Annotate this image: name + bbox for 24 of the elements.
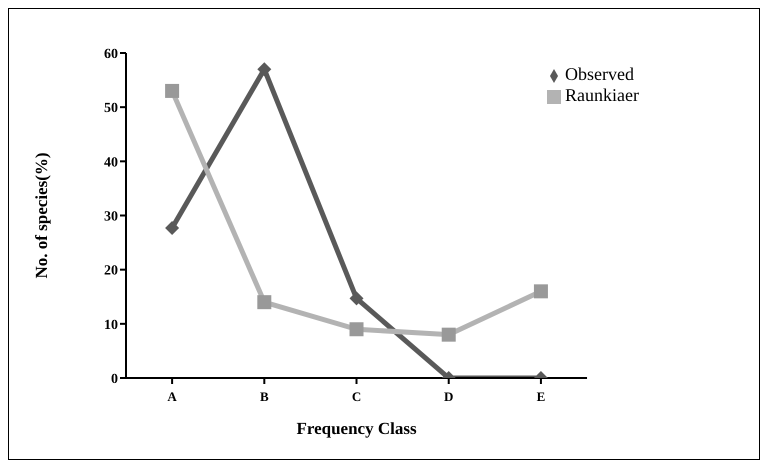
x-tick-label: A bbox=[167, 389, 178, 404]
point bbox=[350, 322, 364, 336]
y-axis-title: No. of species(%) bbox=[32, 152, 52, 279]
x-axis-title: Frequency Class bbox=[296, 419, 417, 438]
y-tick-label: 30 bbox=[104, 209, 118, 224]
point bbox=[350, 291, 364, 306]
y-tick-label: 40 bbox=[104, 155, 118, 170]
point bbox=[534, 284, 548, 298]
x-tick-label: E bbox=[536, 389, 546, 404]
y-tick-label: 60 bbox=[104, 46, 118, 62]
point bbox=[442, 328, 456, 342]
y-tick-label: 50 bbox=[104, 101, 118, 116]
y-tick-label: 10 bbox=[104, 318, 118, 333]
legend-label: Observed bbox=[565, 64, 634, 84]
x-tick-label: D bbox=[444, 389, 454, 404]
y-tick-label: 0 bbox=[111, 372, 118, 387]
point bbox=[165, 220, 180, 235]
point bbox=[165, 84, 180, 98]
x-tick-label: B bbox=[260, 389, 269, 404]
legend-label: Raunkiaer bbox=[565, 85, 639, 105]
y-tick-label: 20 bbox=[104, 264, 118, 279]
point bbox=[257, 295, 272, 310]
point bbox=[257, 62, 272, 76]
x-tick-label: C bbox=[352, 389, 362, 404]
